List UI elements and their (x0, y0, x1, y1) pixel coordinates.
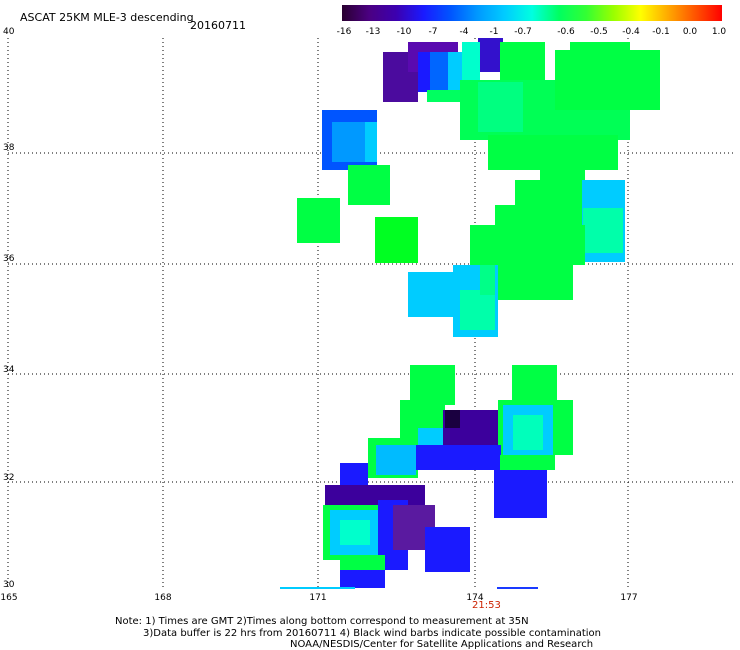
lat-label: 38 (3, 143, 15, 153)
wind-cell (512, 365, 557, 405)
lat-label: 32 (3, 473, 15, 483)
wind-cell (494, 470, 547, 518)
wind-cell (418, 52, 433, 92)
colorbar-label: -1 (489, 27, 499, 37)
colorbar-label: 0.0 (682, 27, 698, 37)
lon-label: 177 (620, 593, 638, 603)
wind-cell (348, 165, 390, 205)
colorbar-label: -10 (396, 27, 412, 37)
wind-cell (340, 463, 368, 488)
wind-cell (297, 198, 340, 243)
wind-cell (375, 217, 418, 263)
note-line-1: Note: 1) Times are GMT 2)Times along bot… (115, 616, 529, 627)
note-line-3: NOAA/NESDIS/Center for Satellite Applica… (290, 639, 594, 650)
wind-cell (427, 90, 462, 102)
colorbar-label: -7 (428, 27, 438, 37)
wind-cell (445, 410, 460, 428)
swath-time-label: 21:53 (472, 600, 501, 611)
wind-cell (555, 50, 660, 110)
wind-cell (416, 445, 501, 470)
wind-cell (340, 570, 385, 588)
wind-cell (500, 455, 555, 470)
wind-cells (297, 38, 660, 588)
colorbar-label: -13 (365, 27, 381, 37)
wind-cell (478, 38, 503, 72)
wind-cell (478, 82, 523, 132)
colorbar-fill (342, 5, 722, 21)
colorbar-label: -0.5 (590, 27, 608, 37)
wind-cell (462, 42, 480, 80)
map-title: ASCAT 25KM MLE-3 descending (20, 11, 194, 24)
wind-cell (513, 415, 543, 450)
lon-label: 168 (154, 593, 172, 603)
wind-cell (488, 135, 618, 170)
wind-cell (410, 365, 455, 405)
colorbar-label: -16 (336, 27, 352, 37)
lat-label: 36 (3, 254, 15, 264)
colorbar-gradient (342, 5, 722, 21)
wind-cell (500, 42, 545, 82)
wind-cell (448, 52, 462, 92)
wind-cell (376, 445, 416, 475)
wind-cell (583, 208, 623, 253)
colorbar-label: -0.7 (514, 27, 532, 37)
wind-cell (495, 262, 573, 300)
wind-cell (470, 225, 585, 265)
colorbar-label: 1.0 (711, 27, 727, 37)
lat-label: 40 (3, 27, 15, 37)
colorbar (342, 5, 722, 25)
wind-cell (418, 428, 443, 446)
wind-cell (460, 290, 495, 330)
lon-label: 171 (309, 593, 327, 603)
wind-cell (365, 122, 377, 162)
lon-label: 165 (0, 593, 18, 603)
wind-cell (430, 52, 450, 92)
lat-label: 34 (3, 365, 15, 375)
colorbar-label: -4 (459, 27, 469, 37)
colorbar-label: -0.6 (557, 27, 575, 37)
colorbar-label: -0.4 (622, 27, 640, 37)
lon-label: 174 (466, 593, 484, 603)
lat-label: 30 (3, 580, 15, 590)
note-line-2: 3)Data buffer is 22 hrs from 20160711 4)… (143, 628, 601, 639)
wind-cell (340, 520, 370, 545)
map-date: 20160711 (190, 19, 246, 32)
wind-cell (425, 527, 470, 572)
wind-cell (570, 42, 630, 57)
wind-cell (332, 122, 367, 162)
wind-cell (480, 265, 495, 295)
colorbar-label: -0.1 (652, 27, 670, 37)
